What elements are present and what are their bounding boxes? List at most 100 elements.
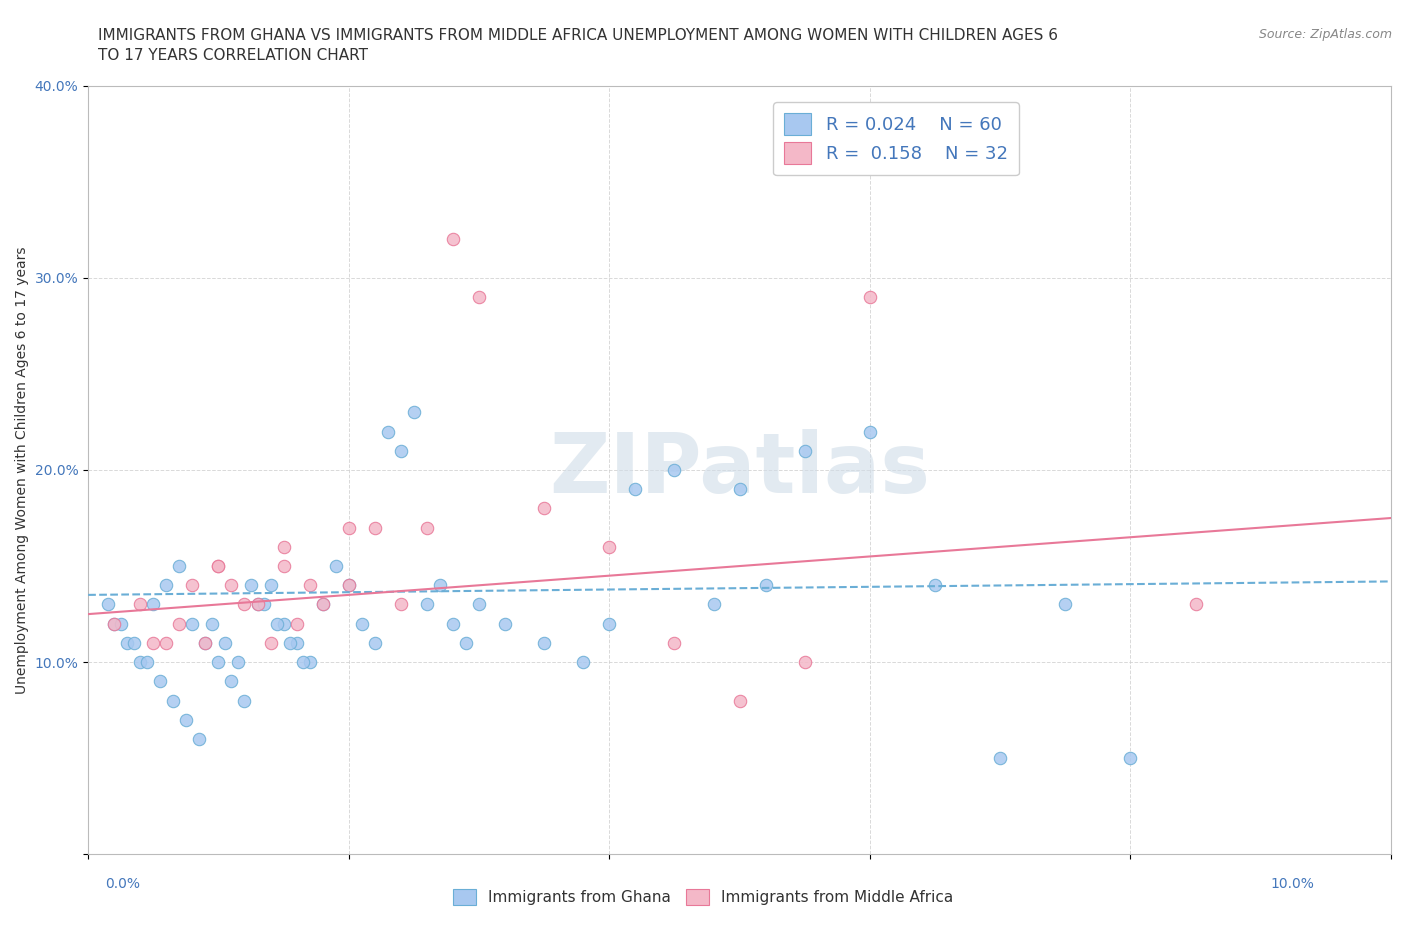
Point <box>859 424 882 439</box>
Point <box>572 655 595 670</box>
Legend: R = 0.024    N = 60, R =  0.158    N = 32: R = 0.024 N = 60, R = 0.158 N = 32 <box>773 102 1018 175</box>
Point <box>441 232 464 246</box>
Point <box>337 520 360 535</box>
Point <box>311 597 333 612</box>
Point <box>664 635 686 650</box>
Point <box>298 655 321 670</box>
Point <box>246 597 269 612</box>
Point <box>142 635 165 650</box>
Point <box>233 693 256 708</box>
Point <box>859 289 882 304</box>
Point <box>155 578 177 592</box>
Point <box>221 578 243 592</box>
Text: Source: ZipAtlas.com: Source: ZipAtlas.com <box>1258 28 1392 41</box>
Point <box>598 539 620 554</box>
Point <box>253 597 276 612</box>
Point <box>169 617 191 631</box>
Point <box>149 674 172 689</box>
Point <box>454 635 477 650</box>
Point <box>298 578 321 592</box>
Point <box>207 559 229 574</box>
Point <box>226 655 249 670</box>
Point <box>728 693 751 708</box>
Point <box>988 751 1011 765</box>
Point <box>402 405 425 419</box>
Point <box>924 578 946 592</box>
Point <box>221 674 243 689</box>
Point <box>311 597 333 612</box>
Point <box>201 617 224 631</box>
Point <box>259 578 281 592</box>
Point <box>337 578 360 592</box>
Point <box>135 655 157 670</box>
Point <box>103 617 125 631</box>
Point <box>755 578 778 592</box>
Point <box>429 578 451 592</box>
Point <box>129 597 152 612</box>
Point <box>285 635 308 650</box>
Point <box>273 539 295 554</box>
Point <box>122 635 145 650</box>
Legend: Immigrants from Ghana, Immigrants from Middle Africa: Immigrants from Ghana, Immigrants from M… <box>447 883 959 911</box>
Point <box>273 559 295 574</box>
Point <box>174 712 197 727</box>
Point <box>793 444 815 458</box>
Point <box>129 655 152 670</box>
Point <box>142 597 165 612</box>
Point <box>793 655 815 670</box>
Point <box>187 732 209 747</box>
Point <box>533 501 555 516</box>
Point <box>1054 597 1077 612</box>
Y-axis label: Unemployment Among Women with Children Ages 6 to 17 years: Unemployment Among Women with Children A… <box>15 246 30 694</box>
Point <box>273 617 295 631</box>
Point <box>207 655 229 670</box>
Point <box>533 635 555 650</box>
Point <box>194 635 217 650</box>
Point <box>162 693 184 708</box>
Point <box>364 635 387 650</box>
Point <box>325 559 347 574</box>
Text: IMMIGRANTS FROM GHANA VS IMMIGRANTS FROM MIDDLE AFRICA UNEMPLOYMENT AMONG WOMEN : IMMIGRANTS FROM GHANA VS IMMIGRANTS FROM… <box>98 28 1059 62</box>
Point <box>181 617 204 631</box>
Point <box>389 597 412 612</box>
Point <box>103 617 125 631</box>
Point <box>389 444 412 458</box>
Point <box>664 462 686 477</box>
Point <box>1184 597 1206 612</box>
Point <box>624 482 647 497</box>
Point <box>377 424 399 439</box>
Point <box>416 520 439 535</box>
Point <box>259 635 281 650</box>
Point <box>115 635 138 650</box>
Point <box>728 482 751 497</box>
Point <box>468 597 491 612</box>
Point <box>292 655 315 670</box>
Point <box>207 559 229 574</box>
Point <box>337 578 360 592</box>
Point <box>266 617 288 631</box>
Point <box>240 578 263 592</box>
Point <box>246 597 269 612</box>
Point <box>285 617 308 631</box>
Point <box>441 617 464 631</box>
Point <box>278 635 301 650</box>
Point <box>598 617 620 631</box>
Point <box>350 617 373 631</box>
Point <box>181 578 204 592</box>
Point <box>233 597 256 612</box>
Point <box>169 559 191 574</box>
Point <box>194 635 217 650</box>
Text: ZIPatlas: ZIPatlas <box>550 430 931 511</box>
Point <box>364 520 387 535</box>
Text: 10.0%: 10.0% <box>1271 877 1315 891</box>
Point <box>214 635 236 650</box>
Point <box>416 597 439 612</box>
Point <box>1119 751 1142 765</box>
Point <box>97 597 120 612</box>
Text: 0.0%: 0.0% <box>105 877 141 891</box>
Point <box>494 617 516 631</box>
Point <box>155 635 177 650</box>
Point <box>110 617 132 631</box>
Point <box>468 289 491 304</box>
Point <box>702 597 724 612</box>
